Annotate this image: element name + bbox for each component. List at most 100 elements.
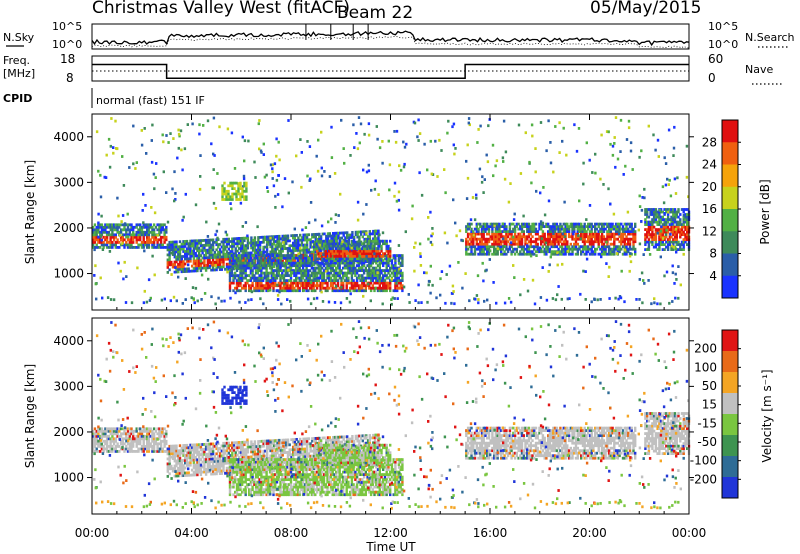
power-cell (666, 177, 669, 181)
power-cell (364, 284, 367, 288)
power-cell (182, 270, 185, 273)
power-cell (336, 254, 340, 258)
power-cell (346, 243, 349, 247)
power-cell (347, 261, 350, 265)
power-cell (373, 237, 377, 241)
power-cell (102, 225, 105, 229)
power-cell (371, 247, 374, 251)
power-cell (371, 244, 374, 248)
power-cell (275, 154, 278, 158)
power-cell (258, 289, 261, 293)
power-cell (573, 247, 576, 251)
power-cell (217, 238, 220, 241)
power-cell (558, 151, 561, 154)
power-cell (493, 235, 496, 239)
power-cell (105, 233, 109, 237)
power-cell (506, 247, 510, 251)
power-cell (206, 256, 210, 260)
power-cell (581, 225, 585, 228)
power-cell (346, 233, 349, 237)
power-cell (634, 240, 637, 244)
power-cell (665, 210, 668, 214)
power-cell (239, 239, 243, 243)
power-cell (296, 271, 300, 275)
power-cell (375, 261, 378, 265)
power-cell (199, 261, 203, 265)
power-cell (159, 223, 163, 227)
power-cell (485, 268, 488, 272)
power-cell (349, 261, 352, 265)
power-cell (302, 289, 306, 292)
power-cell (194, 244, 197, 248)
power-cell (553, 225, 557, 228)
frequency-line (92, 63, 689, 79)
power-cell (239, 244, 243, 248)
freq-unit: [MHz] (3, 67, 35, 80)
power-cell (664, 233, 668, 237)
power-cell (609, 237, 612, 241)
power-cell (323, 170, 326, 173)
power-cell (350, 264, 354, 267)
power-cell (279, 254, 282, 257)
power-cell (647, 240, 651, 244)
power-cell (144, 230, 147, 234)
power-cell (264, 245, 267, 249)
power-cell (196, 299, 199, 303)
power-cell (139, 238, 142, 242)
power-cell (498, 247, 501, 251)
power-cell (285, 259, 288, 263)
power-cell (213, 268, 216, 272)
power-cell (574, 252, 578, 256)
power-cell (137, 235, 140, 239)
power-cell (651, 223, 654, 226)
power-cell (265, 173, 268, 177)
power-cell (378, 264, 381, 267)
power-cell (669, 232, 672, 236)
power-cell (663, 220, 666, 224)
power-cell (389, 284, 392, 288)
power-cell (299, 248, 302, 252)
power-cell (451, 125, 454, 129)
power-cell (296, 286, 300, 290)
power-cell (192, 267, 196, 270)
power-cell (249, 264, 253, 267)
power-cell (531, 225, 534, 228)
power-cell (366, 271, 369, 275)
power-cell (334, 213, 338, 217)
power-cell (566, 222, 569, 226)
power-cell (369, 269, 373, 272)
power-cell (281, 261, 284, 265)
power-cell (498, 237, 501, 241)
power-cell (111, 225, 114, 229)
power-cell (397, 254, 401, 257)
power-cell (213, 256, 216, 259)
power-cell (125, 230, 128, 234)
power-cell (305, 286, 308, 290)
power-cell (621, 235, 625, 239)
power-cell (420, 301, 423, 304)
power-cell (250, 246, 253, 250)
power-cell (491, 252, 494, 256)
power-cell (607, 235, 611, 239)
power-cell (375, 232, 378, 235)
power-cell (201, 261, 204, 265)
power-cell (156, 246, 159, 249)
power-cell (217, 263, 220, 267)
power-cell (385, 247, 388, 251)
power-cell (284, 256, 287, 260)
power-cell (253, 256, 256, 260)
power-cell (262, 142, 265, 146)
power-cell (332, 262, 335, 265)
power-cell (237, 237, 241, 240)
power-cell (520, 240, 524, 244)
power-cell (668, 301, 671, 305)
power-cell (606, 237, 609, 241)
power-cell (149, 225, 152, 229)
power-cell (369, 299, 372, 303)
power-cell (290, 234, 293, 238)
power-cell (92, 241, 95, 244)
power-cell (236, 249, 239, 253)
power-cell (95, 225, 98, 229)
power-cell (545, 222, 548, 226)
power-cell (495, 301, 498, 305)
